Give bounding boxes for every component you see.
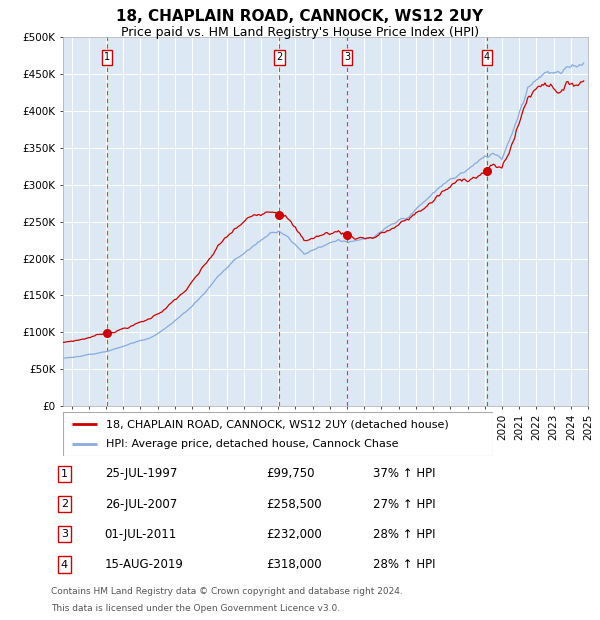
Text: 28% ↑ HPI: 28% ↑ HPI (373, 558, 436, 571)
Text: 37% ↑ HPI: 37% ↑ HPI (373, 467, 436, 481)
Text: £232,000: £232,000 (266, 528, 322, 541)
Text: 4: 4 (61, 560, 68, 570)
Text: £99,750: £99,750 (266, 467, 314, 481)
Text: Contains HM Land Registry data © Crown copyright and database right 2024.: Contains HM Land Registry data © Crown c… (51, 587, 403, 596)
Text: 1: 1 (61, 469, 68, 479)
Text: 26-JUL-2007: 26-JUL-2007 (104, 498, 177, 511)
Text: 1: 1 (104, 53, 110, 63)
Text: 25-JUL-1997: 25-JUL-1997 (104, 467, 177, 481)
Text: 18, CHAPLAIN ROAD, CANNOCK, WS12 2UY: 18, CHAPLAIN ROAD, CANNOCK, WS12 2UY (116, 9, 484, 24)
Text: 3: 3 (344, 53, 350, 63)
Text: This data is licensed under the Open Government Licence v3.0.: This data is licensed under the Open Gov… (51, 604, 340, 613)
Text: 28% ↑ HPI: 28% ↑ HPI (373, 528, 436, 541)
Text: 3: 3 (61, 529, 68, 539)
Text: 4: 4 (484, 53, 490, 63)
Text: 2: 2 (276, 53, 283, 63)
Text: £258,500: £258,500 (266, 498, 322, 511)
Text: 2: 2 (61, 499, 68, 509)
Text: HPI: Average price, detached house, Cannock Chase: HPI: Average price, detached house, Cann… (106, 438, 398, 448)
Text: £318,000: £318,000 (266, 558, 322, 571)
Text: 15-AUG-2019: 15-AUG-2019 (104, 558, 184, 571)
Text: Price paid vs. HM Land Registry's House Price Index (HPI): Price paid vs. HM Land Registry's House … (121, 26, 479, 39)
Text: 01-JUL-2011: 01-JUL-2011 (104, 528, 177, 541)
Text: 18, CHAPLAIN ROAD, CANNOCK, WS12 2UY (detached house): 18, CHAPLAIN ROAD, CANNOCK, WS12 2UY (de… (106, 420, 449, 430)
Text: 27% ↑ HPI: 27% ↑ HPI (373, 498, 436, 511)
